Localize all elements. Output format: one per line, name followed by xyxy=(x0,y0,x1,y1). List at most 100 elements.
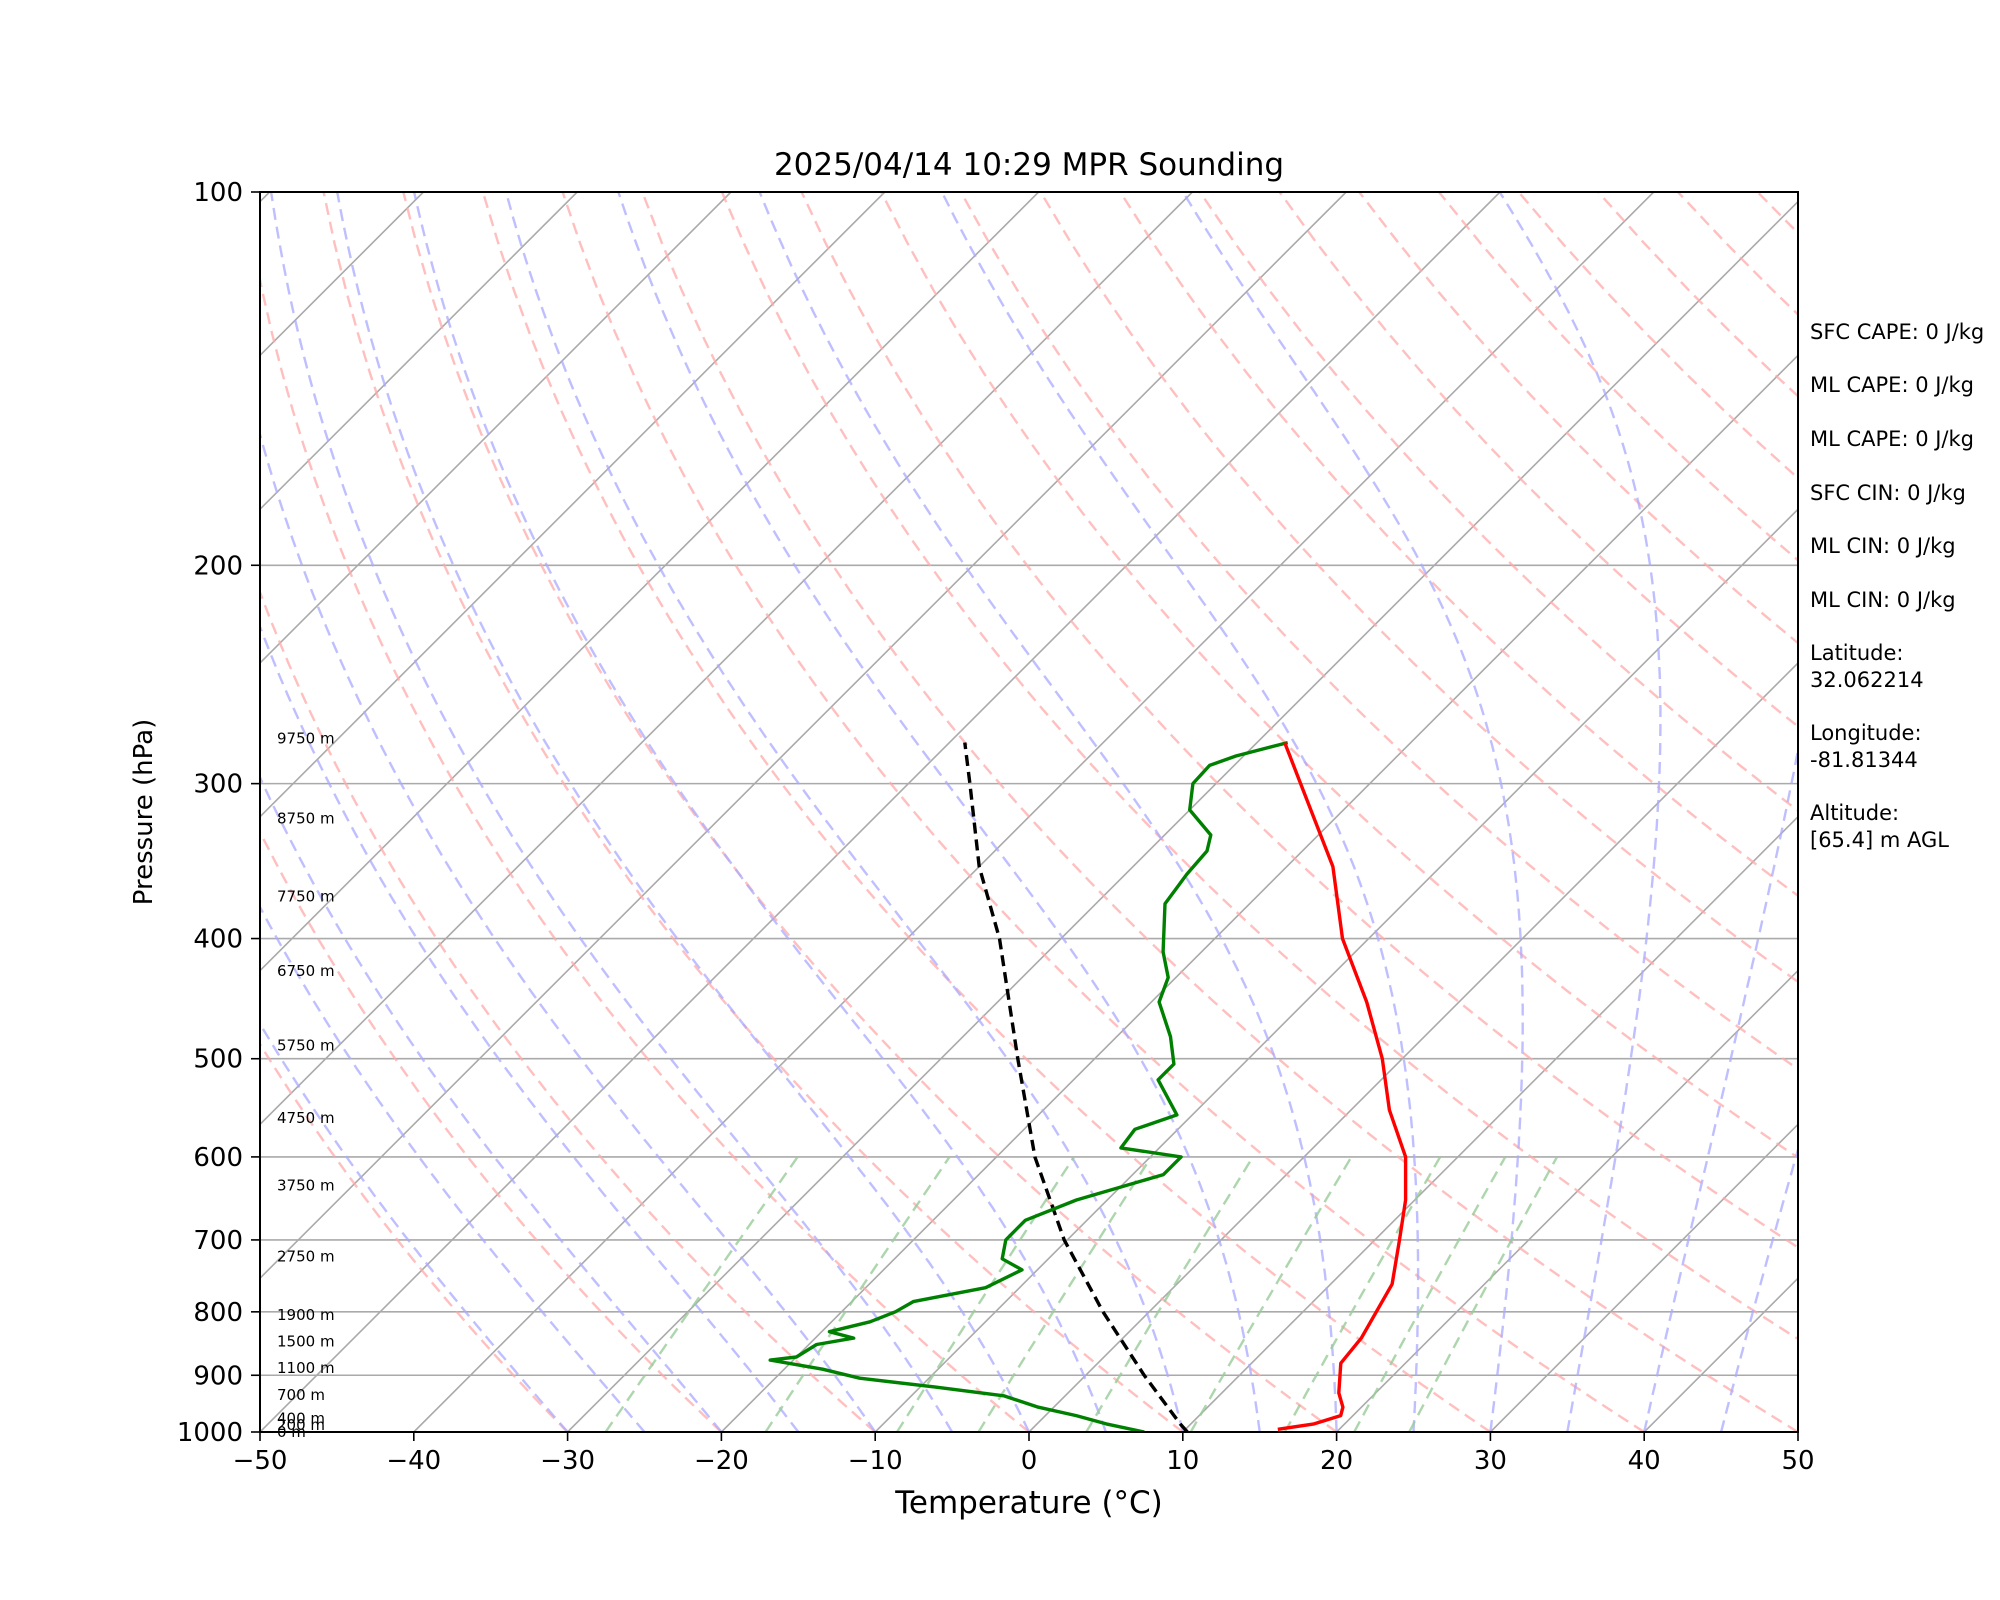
dry-adiabat-line xyxy=(1198,192,1798,813)
dry-adiabat-line xyxy=(641,192,1798,1432)
mixing-ratio-line xyxy=(1189,1156,1353,1432)
dewpoint-line xyxy=(768,740,1289,1432)
moist-adiabat-line xyxy=(260,430,877,1432)
info-ml-cin: ML CIN: 0 J/kg xyxy=(1810,534,1956,558)
dry-adiabat-line xyxy=(481,192,1492,1432)
height-label: 5750 m xyxy=(277,1037,335,1055)
moist-adiabat-line xyxy=(412,192,1108,1432)
isotherm-line xyxy=(260,192,1501,1432)
x-tick-label: −30 xyxy=(540,1446,595,1476)
info-line: [65.4] m AGL xyxy=(1810,828,1949,852)
moist-adiabat-line xyxy=(260,904,646,1432)
height-label: 7750 m xyxy=(277,888,335,906)
y-tick-label: 900 xyxy=(193,1361,243,1391)
moist-adiabat-line xyxy=(940,192,1420,1432)
info-altitude: Altitude: [65.4] m AGL xyxy=(1810,801,1949,852)
info-line: Latitude: xyxy=(1810,641,1904,665)
moist-adiabat-line xyxy=(336,192,1031,1432)
info-latitude: Latitude: 32.062214 xyxy=(1810,641,1924,692)
info-longitude: Longitude: -81.81344 xyxy=(1810,721,1922,772)
dry-adiabat-line xyxy=(880,192,1798,1160)
parcel-profile-line xyxy=(963,742,1189,1432)
info-line: Altitude: xyxy=(1810,801,1899,825)
x-tick-label: 50 xyxy=(1781,1446,1814,1476)
info-ml-cape: ML CAPE: 0 J/kg xyxy=(1810,373,1974,397)
dry-adiabat-line xyxy=(1039,192,1798,984)
height-label: 700 m xyxy=(277,1386,325,1404)
isotherm-line xyxy=(720,354,1798,1432)
mixing-ratio-line xyxy=(895,1156,1076,1432)
isotherm-line xyxy=(874,508,1798,1432)
profile-lines xyxy=(768,740,1408,1432)
isotherm-line xyxy=(1028,661,1798,1432)
height-label: 6750 m xyxy=(277,962,335,980)
mixing-ratio-line xyxy=(1085,1156,1254,1432)
mixing-ratio-line xyxy=(764,1156,951,1432)
y-tick-label: 100 xyxy=(193,178,243,208)
sounding-info-panel: SFC CAPE: 0 J/kg ML CAPE: 0 J/kg ML CAPE… xyxy=(1810,320,1984,852)
x-tick-label: −50 xyxy=(233,1446,288,1476)
isotherm-line xyxy=(260,192,578,511)
dry-adiabat-line xyxy=(260,829,723,1432)
y-tick-label: 400 xyxy=(193,925,243,955)
isotherm-line xyxy=(1336,969,1798,1432)
dry-adiabat-line xyxy=(260,1041,569,1432)
y-tick-label: 800 xyxy=(193,1298,243,1328)
info-ml-cin-2: ML CIN: 0 J/kg xyxy=(1810,588,1956,612)
background-lines xyxy=(260,192,1798,1432)
isotherm-line xyxy=(260,192,1347,1280)
info-sfc-cin: SFC CIN: 0 J/kg xyxy=(1810,481,1966,505)
dry-adiabat-line xyxy=(322,192,1184,1432)
info-ml-cape-2: ML CAPE: 0 J/kg xyxy=(1810,427,1974,451)
moist-adiabat-line xyxy=(269,192,954,1432)
y-tick-label: 500 xyxy=(193,1045,243,1075)
dry-adiabat-line xyxy=(260,273,1030,1432)
isotherm-line xyxy=(1182,815,1798,1432)
y-tick-label: 200 xyxy=(193,551,243,581)
dry-adiabat-line xyxy=(561,192,1645,1432)
moist-adiabat-line xyxy=(1181,192,1524,1432)
height-label: 4750 m xyxy=(277,1109,335,1127)
height-label: 8750 m xyxy=(277,809,335,827)
dry-adiabat-line xyxy=(260,588,876,1432)
dry-adiabat-line xyxy=(1278,192,1798,729)
isotherm-line xyxy=(260,192,1040,972)
x-tick-label: 20 xyxy=(1320,1446,1353,1476)
mixing-ratio-line xyxy=(1283,1156,1442,1432)
temperature-line xyxy=(1277,741,1408,1431)
y-axis-label: Pressure (hPa) xyxy=(129,719,159,906)
x-tick-label: −40 xyxy=(386,1446,441,1476)
moist-adiabat-line xyxy=(1643,744,1798,1432)
moist-adiabat-line xyxy=(260,1021,569,1432)
mixing-ratio-line xyxy=(604,1156,799,1432)
height-label: 400 m xyxy=(277,1409,325,1427)
x-axis-label: Temperature (°C) xyxy=(894,1485,1163,1521)
isotherm-line xyxy=(260,192,732,665)
moist-adiabat-line xyxy=(504,192,1184,1432)
x-tick-label: −10 xyxy=(848,1446,903,1476)
dry-adiabat-line xyxy=(402,192,1338,1432)
info-sfc-cape: SFC CAPE: 0 J/kg xyxy=(1810,320,1984,344)
info-line: ML CIN: 0 J/kg xyxy=(1810,588,1956,612)
info-line: Longitude: xyxy=(1810,721,1922,745)
y-tick-label: 700 xyxy=(193,1226,243,1256)
height-label: 1500 m xyxy=(277,1332,335,1350)
x-tick-label: 40 xyxy=(1628,1446,1661,1476)
height-label: 1100 m xyxy=(277,1359,335,1377)
y-tick-label: 300 xyxy=(193,770,243,800)
info-line: -81.81344 xyxy=(1810,748,1918,772)
dry-adiabat-line xyxy=(800,192,1798,1249)
isotherm-line xyxy=(567,200,1798,1432)
info-line: SFC CAPE: 0 J/kg xyxy=(1810,320,1984,344)
isotherm-line xyxy=(260,192,886,818)
y-tick-label: 1000 xyxy=(177,1418,243,1448)
height-label: 200 m xyxy=(277,1416,325,1434)
x-tick-label: 0 xyxy=(1021,1446,1038,1476)
height-label: 1900 m xyxy=(277,1306,335,1324)
x-tick-label: 30 xyxy=(1474,1446,1507,1476)
isotherm-line xyxy=(1489,1123,1798,1432)
info-line: ML CAPE: 0 J/kg xyxy=(1810,427,1974,451)
moist-adiabat-line xyxy=(1498,192,1662,1432)
